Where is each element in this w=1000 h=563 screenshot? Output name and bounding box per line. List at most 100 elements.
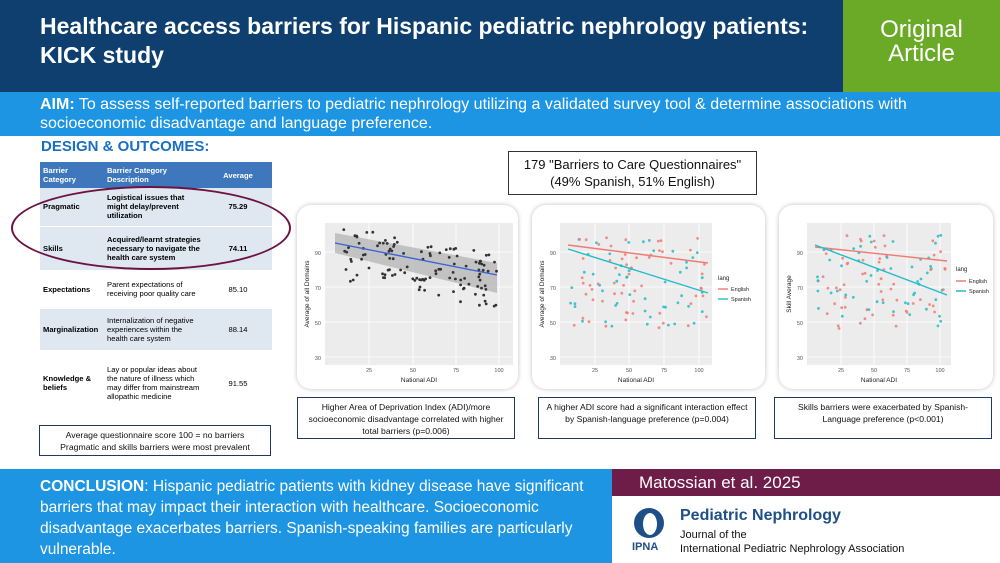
data-point (584, 238, 588, 242)
data-point (459, 283, 462, 287)
data-point (881, 301, 885, 304)
data-point (894, 324, 898, 328)
data-point (869, 274, 873, 277)
data-point (434, 272, 438, 276)
highlight-ellipse (11, 186, 291, 270)
page-title: Healthcare access barriers for Hispanic … (40, 13, 809, 68)
data-point (447, 256, 451, 259)
data-point (487, 253, 491, 257)
y-tick-label: 50 (550, 321, 556, 327)
data-point (464, 264, 468, 268)
data-point (905, 311, 909, 314)
data-point (421, 277, 425, 281)
data-point (388, 257, 392, 260)
citation-bar: Matossian et al. 2025 (612, 469, 1000, 496)
x-tick-label: 25 (838, 368, 844, 374)
plot-gridlines (807, 223, 951, 365)
table-header: Barrier Category (40, 162, 104, 188)
table-header-row: Barrier Category Barrier Category Descri… (40, 162, 272, 188)
row-average: 91.55 (204, 350, 272, 417)
badge-line-1: Original (880, 16, 963, 43)
data-point (836, 324, 840, 328)
data-point (391, 274, 394, 277)
data-point (876, 269, 879, 272)
data-point (929, 264, 932, 268)
english-trend-line (567, 244, 709, 264)
data-point (569, 301, 572, 305)
data-point (835, 286, 838, 290)
data-point (451, 271, 455, 274)
spanish-trend-line (814, 244, 948, 296)
table-row: Marginalization Internalization of negat… (40, 308, 272, 351)
data-point (872, 239, 876, 243)
data-point (590, 288, 594, 291)
data-point (383, 273, 387, 277)
y-tick-label: 70 (550, 286, 556, 292)
data-point (891, 313, 895, 317)
y-tick-label: 70 (315, 286, 321, 292)
data-point (597, 243, 601, 246)
row-category: Knowledge & beliefs (40, 350, 104, 417)
data-point (467, 282, 471, 286)
table-row: Knowledge & beliefs Lay or popular ideas… (40, 350, 272, 417)
data-point (879, 290, 883, 293)
data-point (873, 245, 877, 249)
scatter-points (569, 236, 708, 330)
data-point (384, 239, 387, 242)
data-point (877, 282, 881, 286)
legend-title: lang (956, 267, 967, 273)
data-point (943, 267, 947, 271)
data-point (657, 326, 661, 330)
row-description: Lay or popular ideas about the nature of… (104, 350, 204, 417)
data-point (452, 262, 456, 266)
data-point (344, 268, 348, 271)
data-point (608, 252, 612, 256)
x-tick-label: 50 (871, 368, 877, 374)
data-point (840, 314, 844, 318)
data-point (581, 319, 584, 323)
row-description: Internalization of negative experiences … (104, 308, 204, 351)
data-point (581, 281, 585, 285)
data-point (615, 302, 619, 305)
data-point (423, 288, 426, 292)
data-point (699, 286, 703, 290)
data-point (345, 250, 349, 254)
data-point (572, 323, 576, 327)
data-point (844, 293, 848, 297)
data-point (383, 276, 387, 280)
data-point (608, 259, 612, 262)
data-point (825, 312, 829, 315)
data-point (652, 249, 656, 253)
data-point (480, 262, 484, 266)
data-point (671, 249, 675, 253)
data-point (478, 259, 482, 263)
data-point (462, 286, 466, 290)
data-point (695, 251, 699, 254)
data-point (632, 299, 635, 303)
data-point (676, 301, 680, 305)
data-point (428, 252, 432, 255)
data-point (624, 238, 628, 242)
y-axis-label: Skill Average (786, 275, 793, 313)
x-axis-label: National ADI (618, 377, 654, 384)
conclusion-text: : Hispanic pediatric patients with kidne… (40, 478, 584, 558)
data-point (925, 307, 928, 311)
data-point (424, 277, 427, 281)
data-point (841, 256, 844, 260)
ipna-logo-label: IPNA (632, 541, 659, 553)
data-point (357, 241, 361, 245)
data-point (933, 310, 936, 314)
score-note-box: Average questionnaire score 100 = no bar… (39, 425, 271, 456)
data-point (821, 275, 825, 279)
data-point (376, 244, 379, 248)
data-point (883, 244, 887, 248)
data-point (381, 272, 384, 276)
data-point (390, 249, 394, 253)
data-point (633, 289, 637, 293)
data-point (691, 256, 695, 259)
data-point (700, 272, 704, 276)
data-point (673, 322, 677, 326)
row-category: Marginalization (40, 308, 104, 351)
data-point (484, 253, 488, 257)
table-header: Average (204, 162, 272, 188)
